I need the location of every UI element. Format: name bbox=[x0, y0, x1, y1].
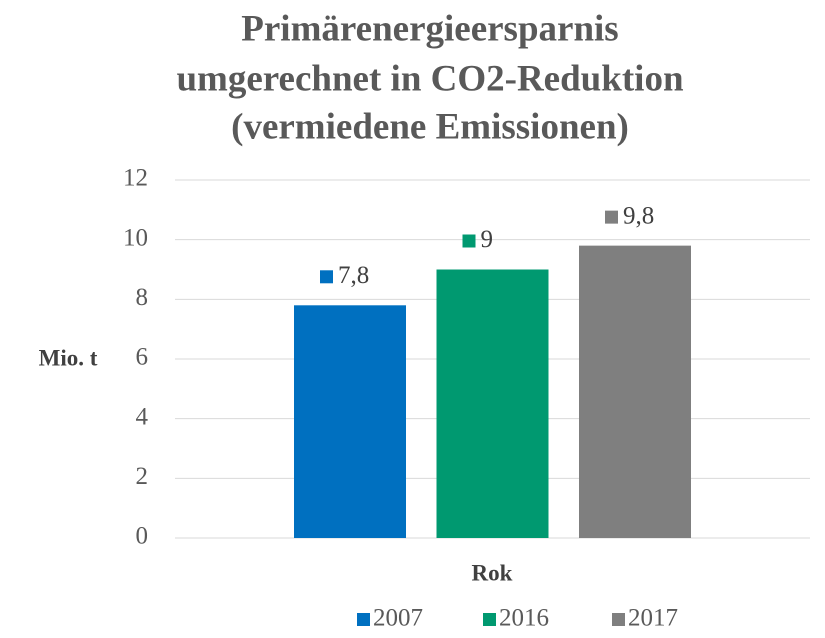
value-label-key bbox=[462, 234, 476, 248]
y-tick-label: 6 bbox=[136, 344, 149, 371]
value-label: 9,8 bbox=[623, 202, 654, 229]
value-label-key bbox=[320, 270, 333, 284]
bar bbox=[436, 269, 549, 538]
legend-swatch bbox=[357, 613, 370, 626]
chart-title: Primärenergieersparnis bbox=[241, 8, 618, 49]
chart-title: (vermiedene Emissionen) bbox=[231, 106, 629, 147]
bar bbox=[579, 245, 691, 538]
legend-swatch bbox=[483, 613, 496, 626]
legend-label: 2007 bbox=[373, 605, 423, 632]
y-tick-label: 2 bbox=[136, 463, 149, 490]
legend-swatch bbox=[612, 613, 625, 626]
y-tick-label: 8 bbox=[136, 284, 149, 311]
y-tick-label: 4 bbox=[136, 403, 149, 430]
y-axis-title: Mio. t bbox=[39, 345, 98, 370]
value-label-key bbox=[605, 210, 618, 224]
chart-title: umgerechnet in CO2-Reduktion bbox=[176, 58, 683, 99]
bar bbox=[294, 305, 406, 538]
y-tick-label: 10 bbox=[123, 224, 148, 251]
legend-label: 2016 bbox=[499, 605, 549, 632]
y-tick-label: 0 bbox=[136, 523, 149, 550]
y-tick-label: 12 bbox=[123, 165, 148, 192]
x-axis-title: Rok bbox=[472, 560, 513, 585]
value-label: 7,8 bbox=[338, 262, 369, 289]
value-label: 9 bbox=[481, 226, 494, 253]
legend-label: 2017 bbox=[628, 605, 678, 632]
